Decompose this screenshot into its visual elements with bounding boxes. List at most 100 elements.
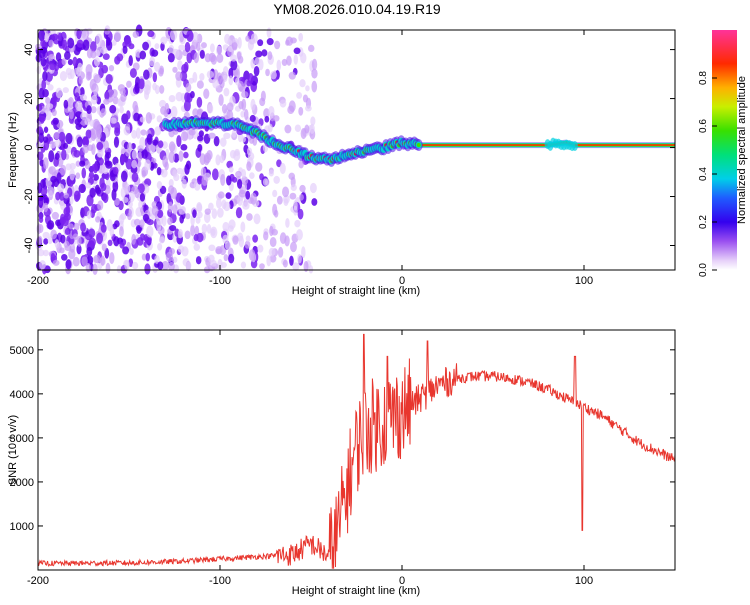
spectrogram-noise-dot [156,181,163,190]
spectrogram-noise-dot [245,235,251,242]
spectrogram-noise-dot [37,249,45,257]
spectrogram-noise-dot [181,246,189,257]
spectrogram-noise-dot [37,141,45,148]
spectrogram-noise-dot [74,118,81,126]
spectrogram-noise-dot [196,232,204,243]
spectrogram-noise-dot [208,132,216,139]
spectrogram-noise-dot [74,92,80,102]
spectrogram-noise-dot [67,59,73,66]
spectrogram-noise-dot [220,173,226,186]
spectrogram-noise-dot [198,130,204,137]
spectrogram-noise-dot [77,235,82,247]
spectrogram-noise-dot [152,139,159,146]
spectrogram-noise-dot [172,204,178,215]
spectrogram-noise-dot [65,259,72,270]
spectrogram-noise-dot [42,70,48,82]
spectrogram-y-ticks: -40 -20 0 20 40 [23,43,675,253]
spectrogram-noise-dot [195,216,201,224]
spectrogram-noise-dot [86,144,94,151]
spectrogram-noise-dot [209,43,215,53]
spectrogram-noise-dot [185,82,192,93]
spectrogram-noise-dot [104,28,111,35]
spectrogram-noise-dot [61,149,67,161]
spectrogram-noise-dot [36,235,43,245]
spectrogram-noise-dot [134,188,140,199]
spectrogram-noise-dot [167,53,175,63]
spectrogram-noise-dot [263,231,269,241]
spectrogram-noise-dot [52,117,59,125]
spectrogram-noise-dot [47,84,54,91]
spectrogram-noise-dot [228,67,234,79]
spectrogram-noise-dot [65,67,72,76]
spectrogram-noise-dot [62,87,69,94]
spectrogram-noise-dot [269,237,277,248]
spectrogram-noise-dot [219,154,225,164]
spectrogram-noise-dot [196,80,204,89]
spectrogram-noise-dot [279,99,287,108]
spectrogram-noise-dot [67,96,75,109]
spectrogram-noise-dot [247,72,254,85]
spectrogram-noise-dot [95,216,101,223]
spectrogram-noise-dot [131,129,138,139]
spectrogram-noise-dot [215,197,222,209]
spectrogram-noise-dot [50,229,57,240]
snr-series-line [37,333,676,569]
spectrogram-noise-dot [47,236,53,245]
spectrogram-noise-dot [285,39,290,46]
spectrogram-noise-dot [44,32,49,43]
spectrogram-noise-dot [223,66,229,75]
spectrogram-noise-dot [90,132,96,141]
spectrogram-noise-dot [303,260,309,273]
spectrogram-noise-dot [156,209,164,219]
spectrogram-noise-dot [252,234,259,243]
spectrogram-noise-dot [65,205,71,215]
spectrogram-noise-dot [79,94,88,101]
spectrogram-noise-dot [203,152,212,164]
spectrogram-noise-layer [35,24,318,276]
snr-y-tick-label: 2000 [10,477,34,489]
spectrogram-noise-dot [272,115,280,122]
colorbar-gradient [712,30,737,270]
spectrogram-noise-dot [133,112,140,122]
spectrogram-noise-dot [175,91,183,102]
spectrogram-noise-dot [228,219,236,230]
spectrogram-noise-dot [172,256,178,263]
spectrogram-noise-dot [68,195,74,205]
spectrogram-noise-dot [145,112,153,124]
spectrogram-noise-dot [114,197,120,206]
spectrogram-noise-dot [90,106,97,114]
spectrogram-noise-dot [196,96,203,108]
spectrogram-noise-dot [59,191,65,201]
spectrogram-noise-dot [127,142,133,153]
spectrogram-noise-dot [139,192,146,202]
spectrogram-noise-dot [285,218,290,228]
spectrogram-noise-dot [269,254,277,263]
spectrogram-noise-dot [188,77,195,84]
spectrogram-noise-dot [176,135,182,147]
spectrogram-noise-dot [60,234,66,244]
spectrogram-noise-dot [111,39,117,46]
spectrogram-noise-dot [56,172,62,184]
spectrogram-noise-dot [55,191,61,201]
spectrogram-noise-dot [62,39,68,51]
spectrogram-noise-dot [42,136,49,143]
spectrogram-x-tick-label: 100 [575,275,593,287]
spectrogram-noise-dot [199,49,205,59]
spectrogram-noise-dot [154,61,161,72]
spectrogram-x-label: Height of straight line (km) [292,285,420,297]
spectrogram-noise-dot [51,109,57,117]
spectrogram-noise-dot [211,208,218,220]
spectrogram-noise-dot [185,261,192,271]
spectrogram-noise-dot [217,258,223,271]
spectrogram-noise-dot [248,249,256,261]
spectrogram-noise-dot [168,94,176,103]
figure-title: YM08.2026.010.04.19.R19 [273,1,441,17]
spectrogram-noise-dot [284,235,290,247]
spectrogram-noise-dot [159,85,165,94]
spectrogram-noise-dot [156,115,163,123]
spectrogram-noise-dot [265,68,270,77]
spectrogram-noise-dot [217,207,224,218]
spectrogram-noise-dot [93,254,101,264]
spectrogram-noise-dot [298,160,304,169]
